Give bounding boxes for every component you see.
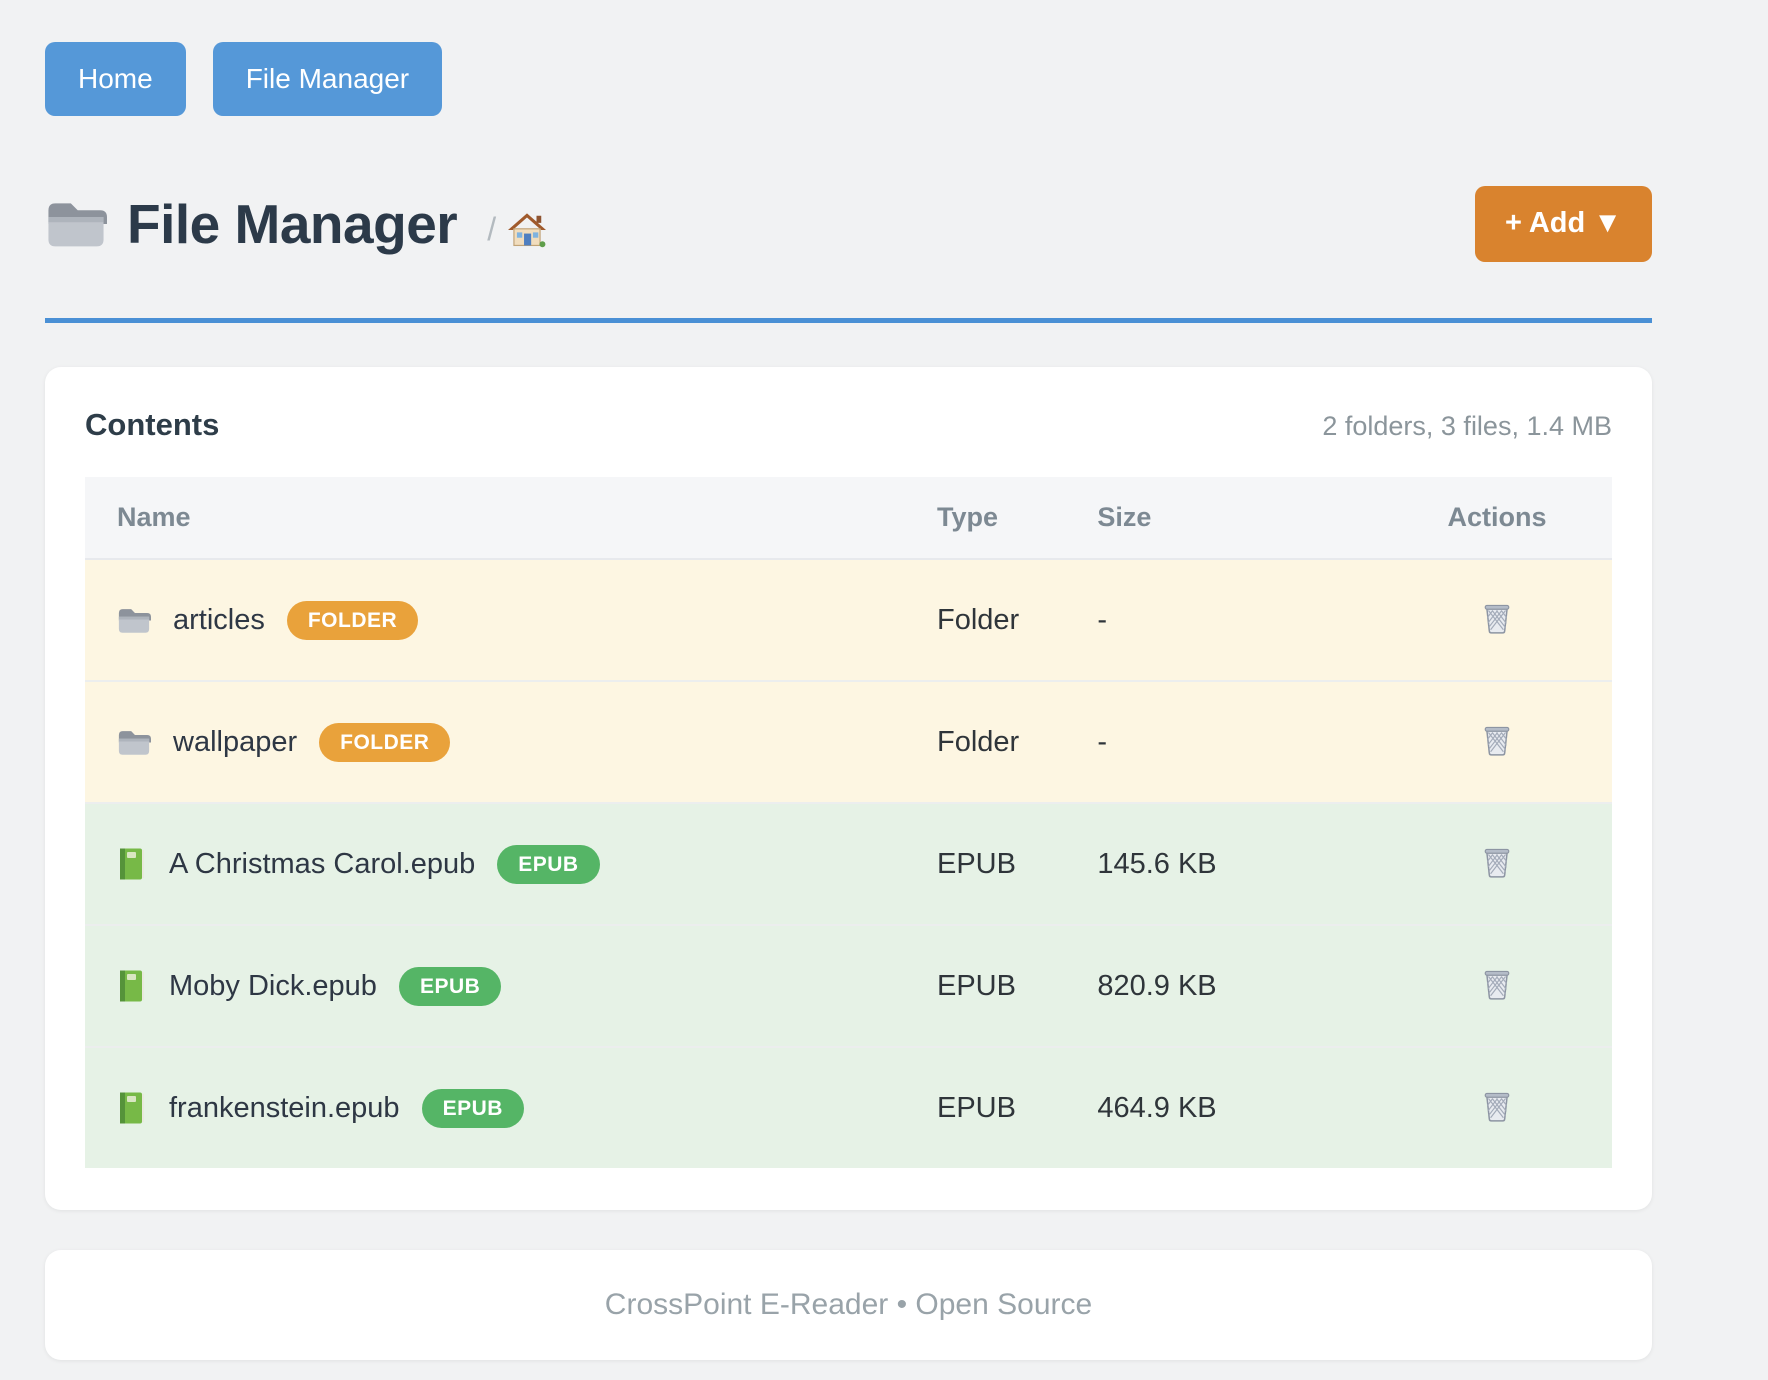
nav-home-button[interactable]: Home — [45, 42, 186, 117]
delete-button[interactable] — [1479, 598, 1515, 641]
breadcrumb-separator: / — [487, 210, 497, 247]
type-badge: EPUB — [398, 966, 502, 1006]
folder-icon — [117, 606, 151, 635]
size-cell: 464.9 KB — [1097, 1091, 1217, 1124]
add-button[interactable]: + Add ▼ — [1474, 186, 1652, 263]
type-badge: EPUB — [421, 1088, 524, 1128]
trash-icon — [1483, 846, 1511, 881]
type-badge: EPUB — [497, 844, 600, 884]
contents-card: Contents 2 folders, 3 files, 1.4 MB Name… — [45, 367, 1652, 1211]
type-cell: EPUB — [905, 803, 1066, 927]
table-row: frankenstein.epub EPUB EPUB 464.9 KB — [85, 1047, 1612, 1169]
book-icon — [117, 1091, 147, 1125]
trash-icon — [1483, 1090, 1511, 1125]
top-nav: Home File Manager — [45, 42, 1652, 117]
folder-icon — [117, 728, 151, 757]
house-icon[interactable] — [508, 200, 547, 248]
column-header-type: Type — [905, 477, 1066, 561]
files-table: Name Type Size Actions articles — [85, 477, 1612, 1169]
size-cell: - — [1065, 559, 1393, 683]
item-name[interactable]: articles — [173, 603, 265, 636]
trash-icon — [1483, 724, 1511, 759]
type-badge: FOLDER — [319, 722, 451, 762]
nav-file-manager-button[interactable]: File Manager — [212, 42, 443, 117]
contents-heading: Contents — [85, 407, 220, 443]
title-divider — [45, 318, 1652, 324]
size-cell: - — [1065, 681, 1393, 805]
book-icon — [117, 969, 147, 1003]
column-header-size: Size — [1065, 477, 1393, 561]
book-icon — [117, 847, 147, 881]
table-row: Moby Dick.epub EPUB EPUB 820.9 KB — [85, 925, 1612, 1049]
contents-summary: 2 folders, 3 files, 1.4 MB — [1322, 411, 1612, 442]
page-title: File Manager — [127, 192, 458, 255]
card-header: Contents 2 folders, 3 files, 1.4 MB — [85, 407, 1612, 443]
column-header-name: Name — [85, 477, 905, 561]
item-name[interactable]: wallpaper — [173, 725, 298, 758]
table-row: A Christmas Carol.epub EPUB EPUB 145.6 K… — [85, 803, 1612, 927]
type-cell: EPUB — [937, 1091, 1016, 1124]
folder-icon — [45, 198, 107, 250]
footer-text: CrossPoint E-Reader • Open Source — [604, 1288, 1093, 1322]
type-badge: FOLDER — [286, 600, 419, 640]
page-container: Home File Manager File Manager / — [45, 0, 1652, 1361]
type-cell: Folder — [905, 559, 1066, 683]
column-header-actions: Actions — [1392, 477, 1612, 561]
page-header: File Manager / + Add ▼ — [45, 186, 1652, 263]
type-cell: EPUB — [905, 925, 1066, 1049]
trash-icon — [1483, 968, 1511, 1003]
type-cell: Folder — [905, 681, 1066, 805]
item-name[interactable]: Moby Dick.epub — [169, 969, 377, 1002]
size-cell: 820.9 KB — [1065, 925, 1393, 1049]
item-name[interactable]: frankenstein.epub — [169, 1091, 400, 1124]
delete-button[interactable] — [1479, 1086, 1515, 1129]
size-cell: 145.6 KB — [1065, 803, 1393, 927]
table-row: articles FOLDER Folder - — [85, 559, 1612, 683]
delete-button[interactable] — [1479, 720, 1515, 763]
delete-button[interactable] — [1479, 842, 1515, 885]
trash-icon — [1483, 602, 1511, 637]
delete-button[interactable] — [1479, 964, 1515, 1007]
table-header-row: Name Type Size Actions — [85, 477, 1612, 561]
title-group: File Manager / — [45, 192, 547, 255]
table-row: wallpaper FOLDER Folder - — [85, 681, 1612, 805]
item-name[interactable]: A Christmas Carol.epub — [169, 847, 476, 880]
footer: CrossPoint E-Reader • Open Source — [45, 1250, 1652, 1361]
